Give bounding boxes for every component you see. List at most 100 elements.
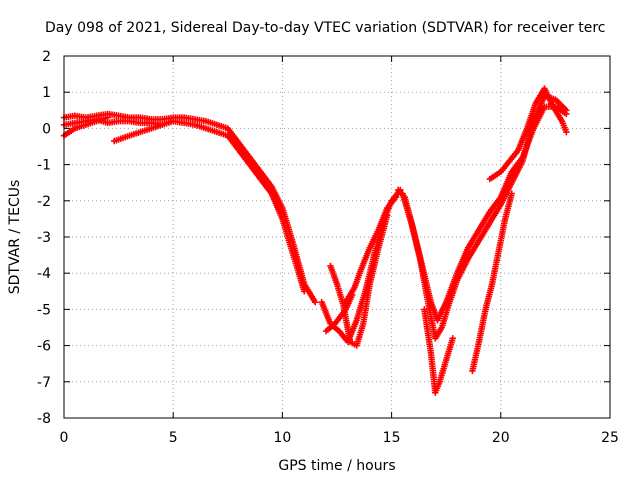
data-point-fill [504, 159, 512, 166]
data-point-fill [523, 127, 530, 134]
data-point-fill [507, 170, 515, 177]
data-point-fill [507, 181, 514, 188]
data-point-fill [488, 282, 495, 290]
x-tick-label: 25 [601, 430, 619, 446]
data-point-fill [346, 336, 353, 344]
data-point-fill [495, 169, 503, 177]
data-point-fill [474, 228, 482, 235]
data-point-fill [189, 121, 197, 128]
data-point-fill [374, 228, 381, 235]
data-point-fill [245, 152, 252, 159]
data-point-fill [442, 359, 449, 366]
data-point-fill [518, 159, 525, 167]
data-point-fill [383, 206, 390, 214]
data-point-fill [333, 278, 340, 286]
data-point-fill [485, 210, 492, 217]
data-point-fill [91, 118, 98, 126]
data-point-fill [289, 249, 296, 257]
y-tick-label: -4 [37, 266, 51, 282]
data-point-fill [200, 117, 207, 124]
data-point-fill [80, 122, 87, 129]
x-axis-label: GPS time / hours [278, 458, 395, 474]
data-point-fill [255, 166, 263, 174]
data-point-fill [266, 188, 274, 195]
data-point-fill [310, 297, 318, 304]
data-point-fill [474, 239, 482, 246]
data-point-fill [366, 283, 373, 290]
y-tick-label: 0 [42, 121, 51, 137]
axis-ticks: 0 5 10 15 20 25 -8 -7 -6 -5 -4 -3 -2 -1 0 1 2 [37, 49, 619, 446]
data-point-fill [102, 115, 109, 122]
data-point-fill [481, 308, 489, 315]
data-point-fill [549, 101, 556, 108]
data-point-fill [124, 133, 131, 140]
data-point-fill [156, 122, 164, 129]
series-track-b [60, 116, 308, 295]
data-point-fill [211, 128, 218, 135]
chart-title: Day 098 of 2021, Sidereal Day-to-day VTE… [45, 20, 605, 36]
data-markers [60, 85, 570, 396]
data-point-fill [437, 326, 444, 333]
x-tick-label: 10 [273, 430, 291, 446]
series-track-d [111, 121, 166, 145]
data-point-fill [435, 380, 442, 388]
data-point-fill [222, 124, 229, 131]
data-point-fill [348, 293, 355, 301]
data-point-fill [145, 125, 153, 133]
data-point-fill [374, 246, 382, 254]
data-point-fill [357, 268, 364, 275]
y-axis-label: SDTVAR / TECUs [7, 180, 23, 295]
data-point-fill [350, 286, 357, 293]
data-point-fill [501, 217, 508, 225]
data-point-fill [561, 105, 568, 112]
data-point-fill [334, 326, 341, 333]
series-track-h [322, 291, 356, 335]
series-track-k [421, 306, 456, 396]
x-tick-label: 5 [169, 430, 178, 446]
data-point-fill [407, 217, 414, 224]
data-point-fill [513, 148, 521, 156]
data-point-fill [222, 131, 229, 139]
data-point-fill [425, 300, 432, 307]
data-point-fill [245, 159, 252, 166]
y-tick-label: -6 [37, 339, 51, 355]
data-point-fill [496, 203, 503, 210]
y-tick-label: -3 [37, 230, 51, 246]
data-point-fill [234, 145, 241, 152]
y-tick-label: -5 [37, 302, 51, 318]
series-track-g [342, 193, 400, 306]
series-track-i [394, 103, 570, 324]
data-point-fill [531, 101, 539, 109]
data-point-fill [464, 246, 471, 254]
data-point-fill [557, 116, 565, 123]
data-point-fill [341, 308, 348, 315]
data-point-fill [278, 213, 285, 221]
data-point-fill [391, 195, 398, 203]
data-point-fill [359, 322, 366, 330]
data-point-fill [475, 341, 482, 348]
data-point-fill [562, 126, 569, 134]
series-track-j [399, 92, 570, 342]
data-point-fill [463, 257, 471, 264]
series-track-n [486, 146, 522, 183]
y-tick-label: 1 [42, 85, 51, 101]
data-point-fill [300, 285, 307, 293]
data-point-fill [255, 174, 263, 181]
y-tick-label: -7 [37, 375, 51, 391]
data-point-fill [416, 253, 423, 260]
x-tick-label: 15 [383, 430, 401, 446]
data-point-fill [444, 304, 451, 312]
grid-lines [64, 56, 610, 418]
series-track-m [515, 85, 570, 154]
series-track-f [327, 212, 391, 349]
data-point-fill [69, 126, 77, 133]
data-point-fill [326, 318, 333, 326]
x-tick-label: 0 [60, 430, 69, 446]
data-point-fill [494, 250, 502, 257]
data-point-fill [200, 124, 207, 131]
data-point-fill [211, 120, 218, 128]
series-track-l [469, 190, 515, 375]
data-point-fill [529, 120, 537, 127]
data-point-fill [352, 319, 360, 326]
